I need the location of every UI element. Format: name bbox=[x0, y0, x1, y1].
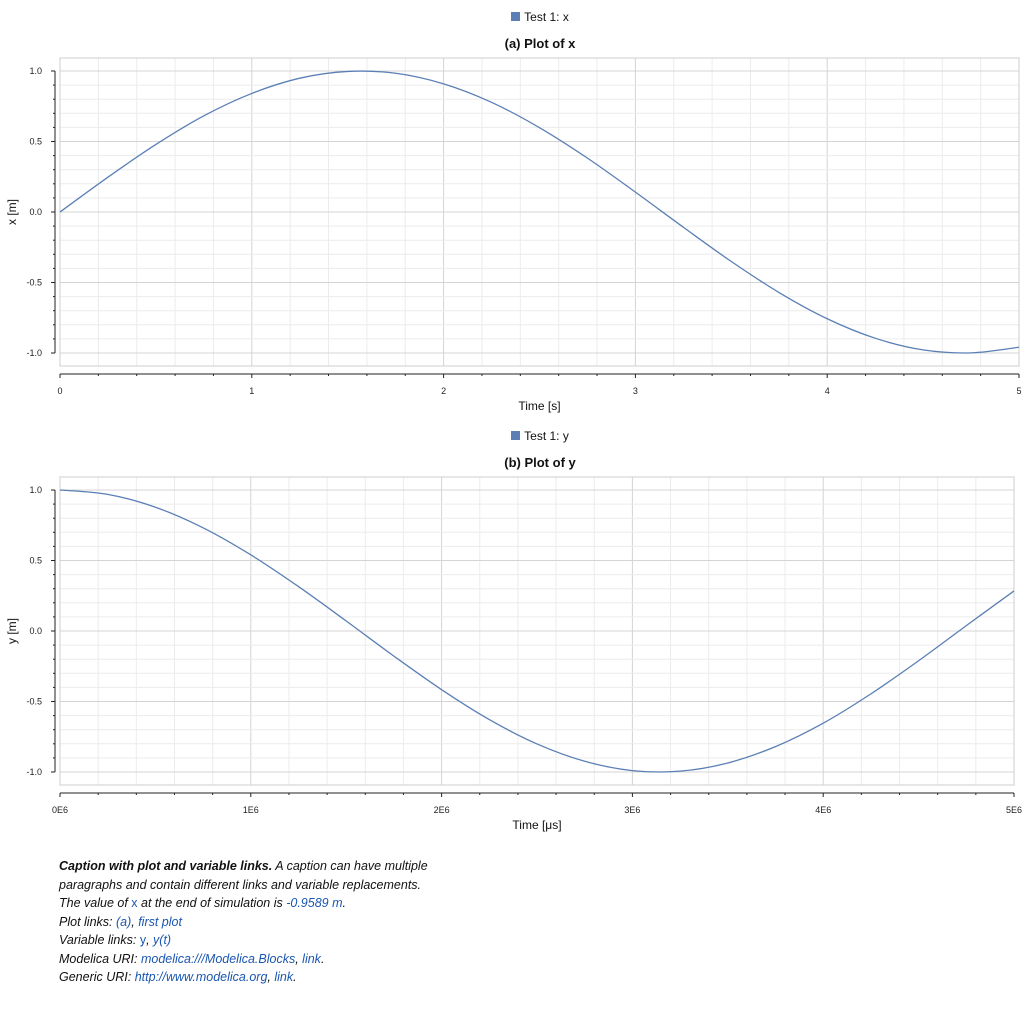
y-axis-label: y [m] bbox=[5, 618, 19, 644]
y-tick-label: 1.0 bbox=[29, 485, 42, 495]
caption-title: Caption with plot and variable links. bbox=[59, 859, 273, 873]
caption-intro-text: A caption can have multiple paragraphs a… bbox=[59, 859, 428, 892]
x-tick-label: 2E6 bbox=[434, 805, 450, 815]
legend-label: Test 1: y bbox=[524, 429, 569, 443]
modelica-link[interactable]: link bbox=[302, 951, 321, 966]
y-tick-label: -1.0 bbox=[26, 348, 42, 358]
plot-link-a[interactable]: (a) bbox=[115, 914, 132, 929]
value-prefix: The value of bbox=[59, 896, 132, 910]
x-tick-label: 3E6 bbox=[624, 805, 640, 815]
legend-plot-a[interactable]: Test 1: x bbox=[0, 10, 1024, 24]
x-axis: 0 1 2 3 4 5 Time [s] bbox=[57, 373, 1022, 413]
legend-plot-b[interactable]: Test 1: y bbox=[0, 429, 1024, 443]
grid bbox=[59, 58, 1020, 366]
caption-intro: Caption with plot and variable links. A … bbox=[59, 857, 439, 894]
period: . bbox=[293, 970, 297, 984]
x-tick-label: 1 bbox=[249, 386, 254, 396]
caption-generic-uri: Generic URI: http://www.modelica.org, li… bbox=[59, 968, 439, 987]
x-tick-label: 5E6 bbox=[1006, 805, 1022, 815]
caption: Caption with plot and variable links. A … bbox=[59, 857, 439, 987]
x-tick-label: 2 bbox=[441, 386, 446, 396]
caption-variable-links: Variable links: y, y(t) bbox=[59, 931, 439, 950]
x-tick-label: 0 bbox=[57, 386, 62, 396]
plot-frame bbox=[59, 476, 1015, 786]
x-tick-label: 0E6 bbox=[52, 805, 68, 815]
legend-swatch bbox=[511, 12, 521, 21]
period: . bbox=[320, 951, 325, 966]
y-tick-label: 0.0 bbox=[29, 626, 42, 636]
plot-a-title: (a) Plot of x bbox=[504, 36, 576, 51]
y-tick-label: -0.5 bbox=[26, 697, 42, 707]
legend-label: Test 1: x bbox=[524, 10, 569, 24]
x-tick-label: 5 bbox=[1016, 386, 1021, 396]
generic-uri-link[interactable]: http://www.modelica.org bbox=[134, 970, 268, 984]
caption-value-line: The value of x at the end of simulation … bbox=[59, 894, 439, 913]
x-tick-label: 1E6 bbox=[243, 805, 259, 815]
y-axis: -1.0 -0.5 0.0 0.5 1.0 x [m] bbox=[5, 66, 56, 358]
value-end: . bbox=[342, 896, 346, 910]
modelica-uri-link[interactable]: modelica:///Modelica.Blocks bbox=[140, 951, 296, 966]
variable-link-y[interactable]: y bbox=[139, 933, 147, 947]
variable-link-x[interactable]: x bbox=[131, 896, 138, 910]
x-axis: 0E6 1E6 2E6 3E6 4E6 5E6 Time [μs] bbox=[52, 792, 1022, 832]
x-axis-label: Time [s] bbox=[518, 399, 560, 413]
plot-b-chart[interactable]: -1.0 -0.5 0.0 0.5 1.0 y [m] 0E6 1E6 2E6 3E6 4E6 5E6… bbox=[0, 469, 1024, 841]
x-axis-label: Time [μs] bbox=[512, 818, 561, 832]
variable-link-yt[interactable]: y(t) bbox=[153, 933, 172, 947]
x-tick-label: 4 bbox=[825, 386, 830, 396]
series-line[interactable] bbox=[59, 70, 1020, 354]
generic-link[interactable]: link bbox=[274, 970, 294, 984]
plot-b-title: (b) Plot of y bbox=[504, 455, 576, 470]
x-tick-label: 3 bbox=[633, 386, 638, 396]
caption-plot-links: Plot links: (a), first plot bbox=[59, 913, 439, 932]
y-axis-label: x [m] bbox=[5, 199, 19, 225]
y-tick-label: 1.0 bbox=[29, 66, 42, 76]
y-tick-label: 0.5 bbox=[29, 137, 42, 147]
plot-link-first[interactable]: first plot bbox=[138, 914, 182, 929]
value-mid: at the end of simulation is bbox=[137, 896, 287, 910]
separator: , bbox=[267, 970, 275, 984]
grid bbox=[59, 477, 1015, 785]
separator: , bbox=[131, 914, 139, 929]
y-tick-label: -0.5 bbox=[26, 278, 42, 288]
modelica-uri-label: Modelica URI: bbox=[59, 951, 141, 966]
legend-swatch bbox=[511, 431, 521, 440]
value-result-link[interactable]: -0.9589 m bbox=[286, 896, 343, 910]
caption-modelica-uri: Modelica URI: modelica:///Modelica.Block… bbox=[59, 950, 439, 969]
y-axis: -1.0 -0.5 0.0 0.5 1.0 y [m] bbox=[5, 485, 56, 777]
plot-links-label: Plot links: bbox=[59, 914, 116, 929]
y-tick-label: 0.5 bbox=[29, 556, 42, 566]
plot-a-chart[interactable]: -1.0 -0.5 0.0 0.5 1.0 x [m] 0 1 2 3 4 5 Time [s] bbox=[0, 50, 1024, 422]
variable-links-label: Variable links: bbox=[59, 933, 140, 947]
x-tick-label: 4E6 bbox=[815, 805, 831, 815]
separator: , bbox=[146, 933, 154, 947]
y-tick-label: -1.0 bbox=[26, 767, 42, 777]
series-line[interactable] bbox=[59, 489, 1015, 773]
y-tick-label: 0.0 bbox=[29, 207, 42, 217]
generic-uri-label: Generic URI: bbox=[59, 970, 135, 984]
separator: , bbox=[295, 951, 303, 966]
